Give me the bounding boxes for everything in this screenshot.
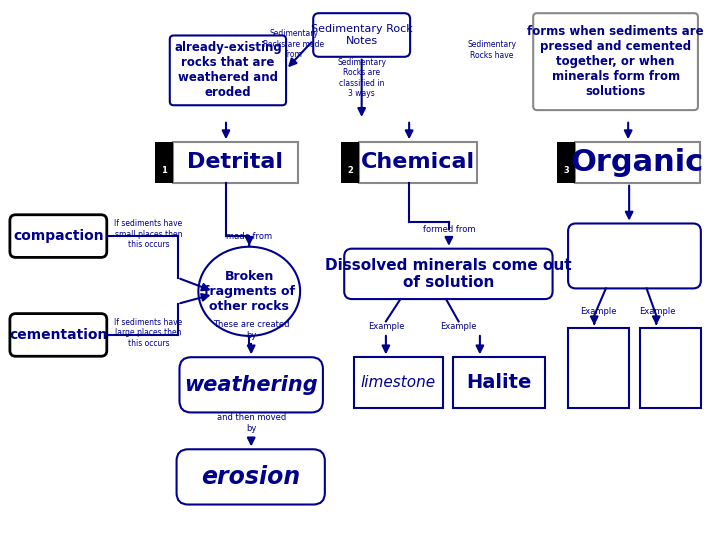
FancyBboxPatch shape	[568, 328, 629, 408]
Ellipse shape	[199, 247, 300, 336]
Text: Detrital: Detrital	[187, 152, 283, 172]
Text: 3: 3	[563, 166, 569, 174]
Text: erosion: erosion	[201, 465, 300, 489]
Text: Example: Example	[368, 322, 404, 330]
FancyBboxPatch shape	[344, 249, 552, 299]
FancyBboxPatch shape	[640, 328, 701, 408]
Text: Example: Example	[639, 307, 675, 316]
FancyBboxPatch shape	[10, 314, 107, 356]
Text: Chemical: Chemical	[361, 152, 475, 172]
FancyBboxPatch shape	[10, 215, 107, 258]
FancyBboxPatch shape	[359, 142, 477, 183]
FancyBboxPatch shape	[156, 142, 173, 183]
Text: formed from: formed from	[423, 225, 475, 234]
Text: limestone: limestone	[361, 375, 436, 390]
FancyBboxPatch shape	[557, 142, 575, 183]
FancyBboxPatch shape	[170, 36, 286, 105]
Text: 2: 2	[347, 166, 353, 174]
Text: Dissolved minerals come out
of solution: Dissolved minerals come out of solution	[325, 258, 572, 290]
FancyBboxPatch shape	[179, 357, 323, 413]
Text: made from: made from	[226, 232, 272, 241]
Text: Organic: Organic	[571, 148, 704, 177]
Text: Sedimentary
Rocks have: Sedimentary Rocks have	[467, 40, 516, 60]
Text: Sedimentary
Rocks are
classified in
3 ways: Sedimentary Rocks are classified in 3 wa…	[337, 58, 386, 98]
Text: Halite: Halite	[466, 373, 531, 392]
Text: forms when sediments are
pressed and cemented
together, or when
minerals form fr: forms when sediments are pressed and cem…	[527, 25, 704, 98]
Text: If sediments have
small places then
this occurs: If sediments have small places then this…	[114, 219, 183, 249]
Text: Example: Example	[580, 307, 616, 316]
Text: Sedimentary
Rocks are made
from: Sedimentary Rocks are made from	[264, 29, 325, 59]
Text: These are created
by: These are created by	[213, 320, 289, 340]
FancyBboxPatch shape	[313, 13, 410, 57]
Text: 1: 1	[161, 166, 167, 174]
Text: cementation: cementation	[9, 328, 107, 342]
FancyBboxPatch shape	[173, 142, 297, 183]
FancyBboxPatch shape	[575, 142, 700, 183]
Text: Broken
fragments of
other rocks: Broken fragments of other rocks	[204, 270, 294, 313]
Text: weathering: weathering	[184, 375, 318, 395]
Text: compaction: compaction	[13, 229, 104, 243]
Text: and then moved
by: and then moved by	[217, 414, 286, 433]
FancyBboxPatch shape	[176, 449, 325, 504]
FancyBboxPatch shape	[354, 357, 443, 408]
Text: Example: Example	[441, 322, 477, 330]
Text: Sedimentary Rock
Notes: Sedimentary Rock Notes	[311, 24, 413, 46]
FancyBboxPatch shape	[341, 142, 359, 183]
FancyBboxPatch shape	[534, 13, 698, 110]
Text: If sediments have
large places then
this occurs: If sediments have large places then this…	[114, 318, 183, 348]
FancyBboxPatch shape	[568, 224, 701, 288]
Text: already-existing
rocks that are
weathered and
eroded: already-existing rocks that are weathere…	[174, 42, 282, 99]
FancyBboxPatch shape	[453, 357, 545, 408]
